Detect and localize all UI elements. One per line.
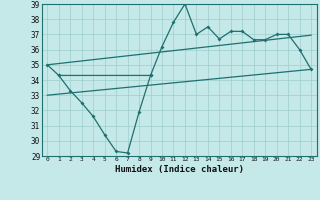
X-axis label: Humidex (Indice chaleur): Humidex (Indice chaleur) (115, 165, 244, 174)
